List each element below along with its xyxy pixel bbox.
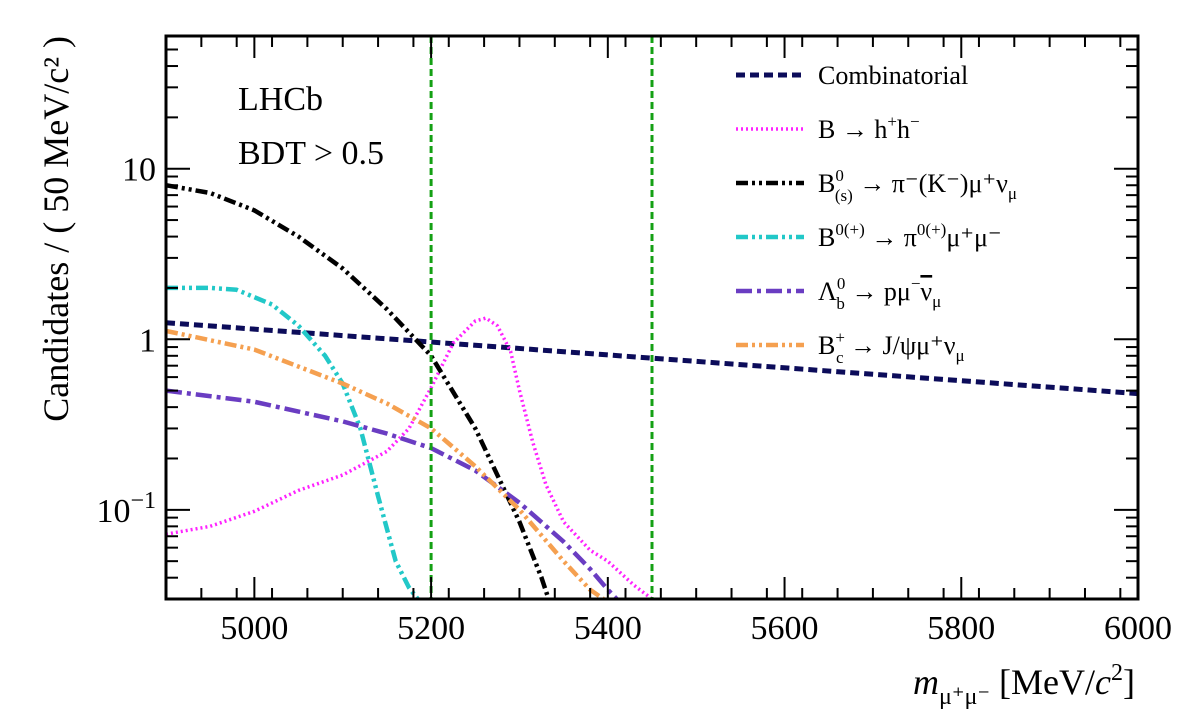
y-tick-label: 1 — [139, 322, 156, 359]
legend-label: B+ c → J/ψμ⁺νμ — [818, 328, 965, 367]
annotation-lhcb: LHCb — [238, 81, 323, 118]
series-line-bc — [166, 328, 605, 599]
y-tick-label: 10−1 — [96, 488, 156, 530]
plot-frame — [164, 34, 1140, 601]
x-tick-label: 6000 — [1104, 610, 1172, 647]
series-line-bpimumu — [166, 285, 420, 599]
legend-label: B → h+h− — [818, 112, 920, 144]
legend-label: Λ0 b → pμ−νμ — [818, 274, 941, 313]
legend-entry-bpimunu: B0 (s) → π⁻(K⁻)μ⁺νμ — [736, 166, 1017, 205]
legend-entry-bhh: B → h+h− — [736, 112, 920, 144]
legend-label: B0 (s) → π⁻(K⁻)μ⁺νμ — [818, 166, 1017, 205]
series-line-bhh — [166, 316, 654, 599]
x-tick-label: 5000 — [220, 610, 288, 647]
y-tick-label: 10 — [122, 152, 156, 189]
legend-label: Combinatorial — [818, 61, 968, 90]
series-line-combinatorial — [166, 320, 1138, 397]
legend-label: B0(+) → π0(+)μ⁺μ⁻ — [818, 220, 1002, 252]
series-line-lambdab — [166, 388, 619, 599]
annotation-bdt-cut: BDT > 0.5 — [238, 135, 384, 172]
legend-entry-bpimumu: B0(+) → π0(+)μ⁺μ⁻ — [736, 220, 1002, 252]
y-axis-title: Candidates / ( 50 MeV/c² ) — [36, 36, 76, 422]
legend-entry-lambdab: Λ0 b → pμ−νμ — [736, 274, 941, 313]
legend-entry-combinatorial: Combinatorial — [736, 61, 968, 90]
legend-entry-bc: B+ c → J/ψμ⁺νμ — [736, 328, 965, 367]
x-axis-title: mμ⁺μ⁻ [MeV/c2] — [913, 660, 1135, 710]
x-tick-label: 5800 — [927, 610, 995, 647]
x-tick-label: 5600 — [751, 610, 819, 647]
x-tick-label: 5200 — [397, 610, 465, 647]
x-tick-label: 5400 — [574, 610, 642, 647]
series-line-bpimunu — [166, 182, 551, 599]
